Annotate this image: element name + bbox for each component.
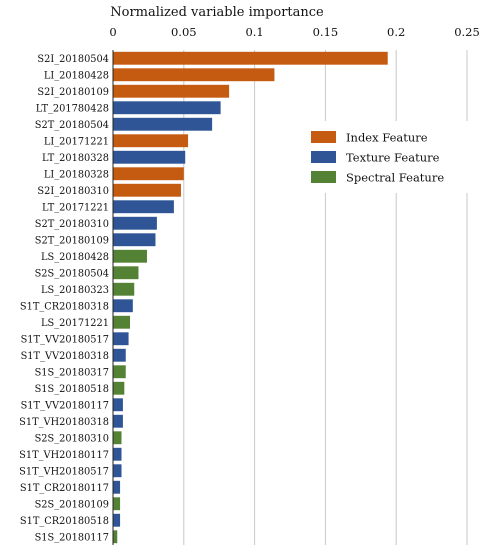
bar [113,117,213,131]
category-label: S1T_VH20180117 [19,450,109,461]
bar [113,282,135,296]
category-label: S2S_20180504 [35,268,109,279]
category-label: LS_20180323 [41,285,109,296]
legend-swatch [311,131,336,143]
legend: Index Feature Texture Feature Spectral Fea… [301,121,469,193]
bar [113,101,221,115]
category-label: S2S_20180310 [35,433,109,444]
bar [113,447,122,461]
x-tick-label: 0.2 [387,25,405,39]
bar [113,167,184,181]
category-label: S1S_20180117 [35,532,109,543]
bar [113,233,156,247]
category-label: S1S_20180317 [35,367,109,378]
x-tick-labels: 0 0.05 0.1 0.15 0.2 0.25 [109,25,479,39]
category-label: S1T_VV20180318 [21,351,109,362]
legend-swatch [311,171,336,183]
category-label: LT_201780428 [36,103,109,114]
category-label: S1S_20180518 [35,384,109,395]
category-label: LI_20171221 [44,136,109,147]
x-tick-label: 0.25 [454,25,480,39]
category-label: LT_20180328 [42,153,109,164]
bar [113,299,133,313]
x-axis-title: Normalized variable importance [110,5,324,20]
bar [113,365,126,379]
bar [113,530,118,544]
category-label: LS_20171221 [41,318,109,329]
bar [113,464,122,478]
bar [113,348,126,362]
legend-label: Texture Feature [346,151,440,165]
legend-label: Spectral Feature [346,171,444,185]
bars [113,51,388,544]
category-label: LS_20180428 [41,252,109,263]
bar [113,51,388,65]
bar [113,513,121,527]
category-label: S2I_20180504 [37,54,109,65]
x-tick-label: 0.05 [171,25,197,39]
bar [113,150,186,164]
bar [113,134,189,148]
bar [113,200,174,214]
x-tick-label: 0.15 [313,25,339,39]
category-label: S1T_VH20180318 [19,417,109,428]
bar [113,414,123,428]
category-labels: S2I_20180504 LI_20180428 S2I_20180109 LT_20… [19,54,109,544]
category-label: S2I_20180310 [37,186,109,197]
category-label: S1T_VV20180517 [21,334,109,345]
category-label: S2T_20180109 [35,235,109,246]
category-label: S1T_CR20180117 [20,483,109,494]
bar [113,84,230,98]
bar [113,315,130,329]
category-label: LT_20171221 [42,202,109,213]
category-label: S1T_VV20180117 [21,400,109,411]
bar [113,183,181,197]
bar [113,216,157,230]
category-label: LI_20180328 [44,169,109,180]
bar [113,332,129,346]
category-label: LI_20180428 [44,70,109,81]
legend-label: Index Feature [346,131,428,145]
category-label: S2T_20180310 [35,219,109,230]
category-label: S2S_20180109 [35,499,109,510]
category-label: S1T_CR20180518 [20,516,109,527]
bar [113,266,139,280]
bar [113,480,121,494]
x-tick-label: 0.1 [245,25,263,39]
category-label: S1T_CR20180318 [20,301,109,312]
bar [113,431,122,445]
bar [113,68,275,82]
x-tick-label: 0 [109,25,116,39]
bar [113,398,123,412]
bar [113,249,147,263]
legend-swatch [311,151,336,163]
category-label: S2T_20180504 [35,120,109,131]
bar [113,381,125,395]
category-label: S2I_20180109 [37,87,109,98]
category-label: S1T_VH20180517 [19,466,109,477]
bar [113,497,121,511]
